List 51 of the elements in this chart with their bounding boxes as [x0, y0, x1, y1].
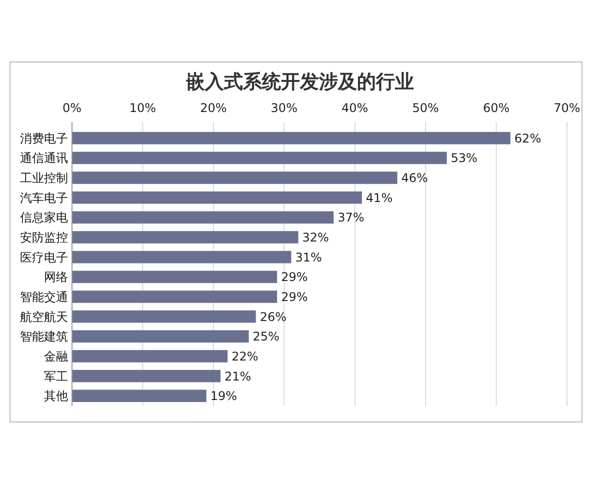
- y-tick-label: 智能交通: [20, 290, 68, 304]
- data-label: 26%: [260, 310, 287, 324]
- y-tick-label: 汽车电子: [20, 190, 68, 205]
- bar: [72, 270, 278, 284]
- bar: [72, 370, 220, 382]
- x-tick-label: 0%: [62, 101, 82, 115]
- x-tick-label: 70%: [554, 101, 580, 115]
- y-tick-label: 网络: [44, 270, 68, 284]
- y-tick-label: 航空航天: [20, 310, 68, 324]
- data-label: 53%: [450, 151, 478, 166]
- x-tick-label: 30%: [270, 101, 298, 115]
- y-tick-label: 安防监控: [20, 230, 68, 244]
- y-tick-label: 信息家电: [20, 210, 68, 225]
- bar: [72, 390, 206, 402]
- x-tick-label: 10%: [129, 101, 156, 115]
- data-label: 25%: [252, 330, 280, 344]
- bar: [72, 330, 249, 343]
- data-label: 32%: [302, 230, 329, 244]
- y-tick-label: 军工: [44, 369, 68, 384]
- bar: [72, 172, 398, 184]
- data-label: 29%: [281, 290, 308, 304]
- data-label: 22%: [232, 349, 258, 364]
- data-label: 21%: [224, 369, 252, 384]
- bar: [72, 231, 298, 244]
- y-tick-label: 通信通讯: [20, 151, 68, 166]
- x-tick-label: 60%: [482, 101, 510, 115]
- data-label: 31%: [295, 250, 322, 264]
- data-label: 37%: [338, 210, 364, 225]
- y-tick-label: 其他: [44, 389, 68, 404]
- y-tick-label: 智能建筑: [20, 330, 68, 344]
- bar: [72, 191, 362, 204]
- y-tick-label: 医疗电子: [20, 250, 68, 264]
- data-label: 41%: [366, 190, 393, 205]
- data-label: 29%: [281, 270, 308, 284]
- bar: [72, 132, 510, 144]
- bar: [72, 350, 228, 362]
- data-label: 46%: [401, 170, 428, 185]
- data-label: 19%: [210, 389, 238, 404]
- y-tick-label: 金融: [44, 349, 68, 364]
- bar: [72, 310, 256, 323]
- bar: [72, 250, 292, 264]
- bar: [72, 290, 278, 303]
- y-tick-label: 工业控制: [20, 170, 68, 185]
- y-tick-label: 消费电子: [20, 131, 68, 146]
- bar: [72, 152, 447, 164]
- x-tick-label: 50%: [412, 101, 439, 115]
- x-tick-label: 40%: [342, 101, 368, 115]
- data-label: 62%: [514, 131, 542, 146]
- bar: [72, 211, 334, 224]
- chart-title: 嵌入式系统开发涉及的行业: [185, 71, 414, 93]
- x-tick-label: 20%: [200, 101, 227, 115]
